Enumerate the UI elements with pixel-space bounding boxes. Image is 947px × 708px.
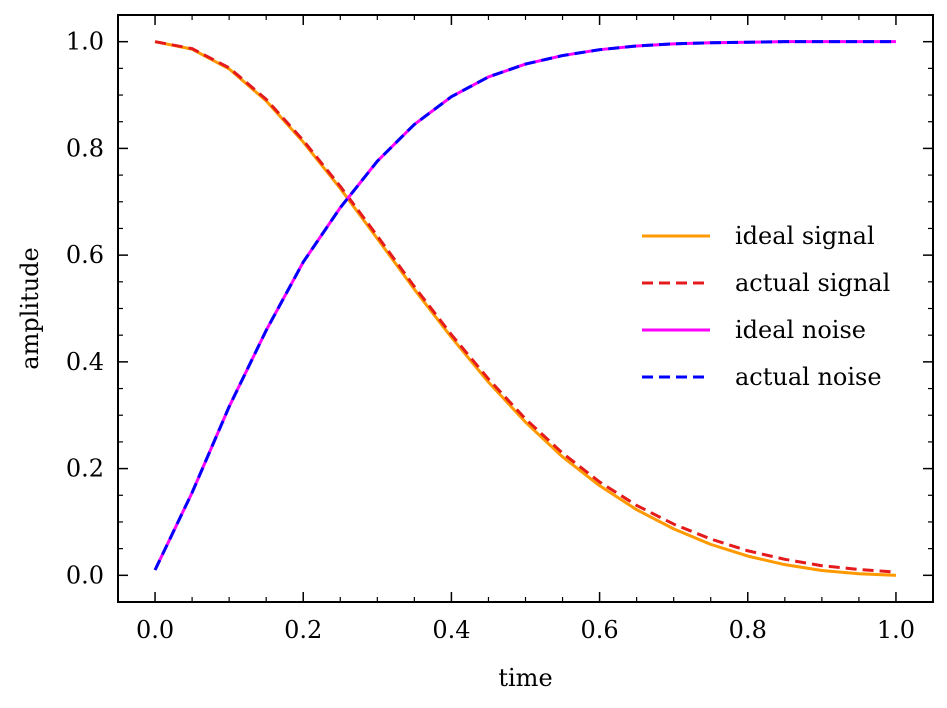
series-line-ideal-signal [154,40,897,577]
x-axis-label: time [498,664,552,692]
legend-label-actual-signal: actual signal [735,269,890,297]
y-tick-label: 0.8 [66,134,104,162]
x-tick-label: 0.0 [136,616,174,644]
legend-label-actual-noise: actual noise [735,363,882,391]
x-tick-label: 0.6 [581,616,619,644]
legend-label-ideal-signal: ideal signal [735,222,875,250]
legend: ideal signal actual signal ideal noise actu… [642,222,890,391]
series-line-actual-noise [153,40,896,571]
y-tick-label: 0.6 [66,241,104,269]
x-tick-label: 0.2 [284,616,322,644]
y-tick-label: 0.4 [66,348,104,376]
plot-frame [117,14,934,603]
plot-area [153,40,897,577]
y-tick-label: 0.2 [66,455,104,483]
y-tick-label: 1.0 [66,28,104,56]
series-line-actual-signal [154,40,897,574]
x-tick-label: 0.8 [729,616,767,644]
legend-label-ideal-noise: ideal noise [735,316,866,344]
y-tick-label: 0.0 [66,561,104,589]
x-tick-label: 0.4 [432,616,470,644]
x-tick-label: 1.0 [877,616,915,644]
axis-labels: 0.0 0.2 0.4 0.6 0.8 1.0 0.0 0.2 0.4 0.6 0.8 1.0 time… [16,28,915,692]
y-axis-label: amplitude [16,247,44,369]
